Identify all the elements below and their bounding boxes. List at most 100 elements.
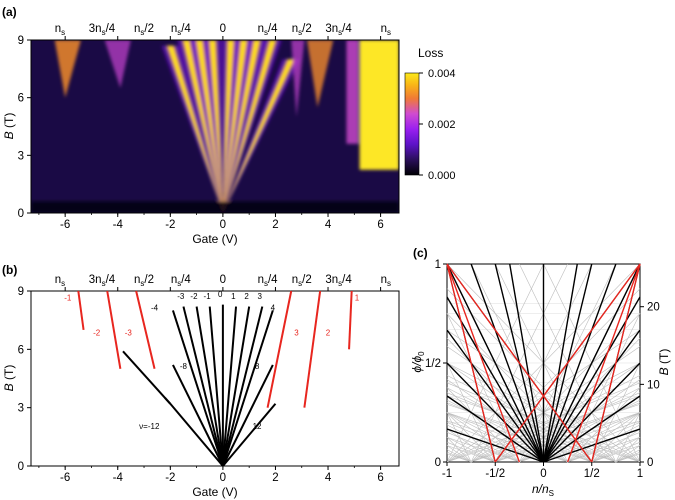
panel-b-top-label: ns/4	[171, 274, 192, 288]
heatmap-fan-band	[222, 40, 282, 213]
upper-filling-label: 3	[294, 329, 299, 338]
panel-a-top-label: 3ns/4	[89, 23, 116, 37]
upper-filling-label: -3	[125, 329, 133, 338]
panel-b-top-axis: ns 3ns/4 ns/2 ns/4 0 ns/4 ns/2 3ns/4 ns	[55, 274, 391, 288]
filling-factor-label: -4	[151, 303, 159, 312]
panel-b-top-label: ns	[55, 274, 65, 288]
landau-level-line	[221, 306, 264, 467]
red-fan-line	[566, 263, 641, 463]
landau-level-line	[221, 310, 274, 467]
heatmap-low-field	[31, 201, 399, 213]
panel-a-top-label: ns/2	[292, 23, 312, 37]
panel-a-y-tick-label: 6	[18, 93, 24, 105]
upper-band-line	[303, 290, 322, 408]
hofstadter-grid-line	[446, 436, 520, 463]
landau-level-line	[221, 306, 238, 467]
panel-a-heatmap	[31, 40, 399, 213]
filling-factor-label: -2	[190, 292, 198, 301]
upper-filling-label: 1	[355, 294, 360, 303]
panel-c-x-tick-label: 1/2	[584, 468, 600, 480]
black-fan-line	[446, 428, 544, 463]
landau-level-line	[172, 364, 224, 467]
black-fan-line	[542, 362, 641, 463]
panel-b-top-label: ns	[381, 274, 391, 288]
hofstadter-grid-line	[446, 445, 472, 463]
panel-a-top-label: 3ns/4	[325, 23, 352, 37]
panel-a-top-axis: ns 3ns/4 ns/2 ns/4 0 ns/4 ns/2 3ns/4 ns	[55, 23, 391, 37]
panel-c-x-tick-label: -1	[442, 468, 452, 480]
upper-band-line	[266, 290, 293, 408]
panel-b-x-tick-label: -6	[60, 472, 70, 484]
panel-a-y-tick-label: 9	[18, 35, 24, 47]
heatmap-bright-region	[359, 40, 399, 170]
panel-c-x-tick-label: 0	[540, 468, 546, 480]
heatmap-fan-band	[203, 40, 223, 213]
landau-level-line	[222, 403, 277, 467]
hofstadter-grid-line	[446, 453, 472, 463]
panel-c-x-tick-label: 1	[637, 468, 643, 480]
hofstadter-grid-line	[446, 436, 496, 463]
panel-a-x-tick-label: -4	[113, 219, 124, 231]
panel-c-right-tick-label: 10	[647, 379, 660, 391]
black-fan-line	[543, 395, 641, 463]
heatmap-fan-line	[222, 40, 277, 213]
panel-b-x-tick-label: 6	[377, 472, 383, 484]
hofstadter-grid-line	[446, 449, 472, 463]
panel-c-y-tick-label: 1/2	[425, 358, 441, 370]
black-fan-line	[542, 263, 617, 463]
black-fan-line	[543, 428, 641, 463]
heatmap-fan-core	[222, 40, 275, 213]
panel-a-y-title: B (T)	[2, 113, 16, 140]
panel-b-x-tick-label: -4	[113, 472, 124, 484]
hofstadter-grid-line	[446, 441, 496, 463]
black-fan-line	[446, 296, 545, 463]
heatmap-fan-band	[190, 40, 223, 213]
panel-a-top-label: ns	[381, 23, 391, 37]
hofstadter-grid-line	[446, 288, 617, 463]
filling-factor-label: 0	[218, 290, 223, 299]
upper-band-line	[135, 290, 156, 370]
heatmap-fan-core	[222, 59, 294, 213]
panel-a-x-axis: -6 -4 -2 0 2 4 6	[38, 36, 384, 231]
panel-c-right-tick-label: 0	[647, 457, 653, 469]
red-fan-line	[446, 263, 521, 463]
heatmap-edge-band	[346, 40, 359, 144]
panel-a-label: (a)	[2, 5, 17, 19]
upper-filling-label: -1	[64, 294, 72, 303]
red-fan-line	[591, 263, 641, 463]
filling-factor-label: 8	[255, 362, 260, 371]
colorbar	[404, 72, 420, 176]
panel-a-x-tick-label: 4	[325, 219, 332, 231]
panel-c-red-fan	[446, 263, 641, 463]
landau-level-line	[169, 403, 224, 467]
panel-c-y-title-left: ϕ/ϕ0	[410, 351, 426, 373]
black-fan-line	[446, 362, 545, 463]
black-fan-line	[543, 263, 641, 463]
panel-b-top-label: 0	[220, 274, 226, 286]
panel-c-y-tick-label: 1	[435, 259, 441, 271]
panel-c-x-tick-label: -1/2	[485, 468, 505, 480]
panel-a-x-tick-label: -6	[60, 219, 70, 231]
panel-a-x-tick-label: 0	[220, 219, 226, 231]
red-fan-line	[446, 263, 496, 463]
heatmap-fan-band	[177, 40, 223, 213]
heatmap-fan-line	[222, 40, 262, 213]
heatmap-right-band	[291, 40, 305, 117]
heatmap-fan-core	[222, 40, 260, 213]
filling-factor-label: 2	[244, 292, 249, 301]
panel-a-x-tick-label: 6	[377, 219, 383, 231]
panel-b-x-tick-label: -2	[165, 472, 175, 484]
filling-factor-label: 3	[257, 292, 262, 301]
colorbar-tick-label: 0.002	[428, 119, 456, 131]
panel-b-top-label: ns/2	[292, 274, 312, 288]
upper-filling-label: 2	[326, 329, 331, 338]
upper-band-line	[106, 290, 122, 369]
landau-level-line	[171, 310, 224, 467]
heatmap-fan-core	[210, 40, 223, 213]
black-fan-line	[470, 263, 545, 463]
landau-level-line	[221, 306, 251, 467]
panel-b-y-axis: 0 3 6 9	[18, 286, 31, 473]
panel-c-x-title: n/nS	[532, 482, 554, 498]
